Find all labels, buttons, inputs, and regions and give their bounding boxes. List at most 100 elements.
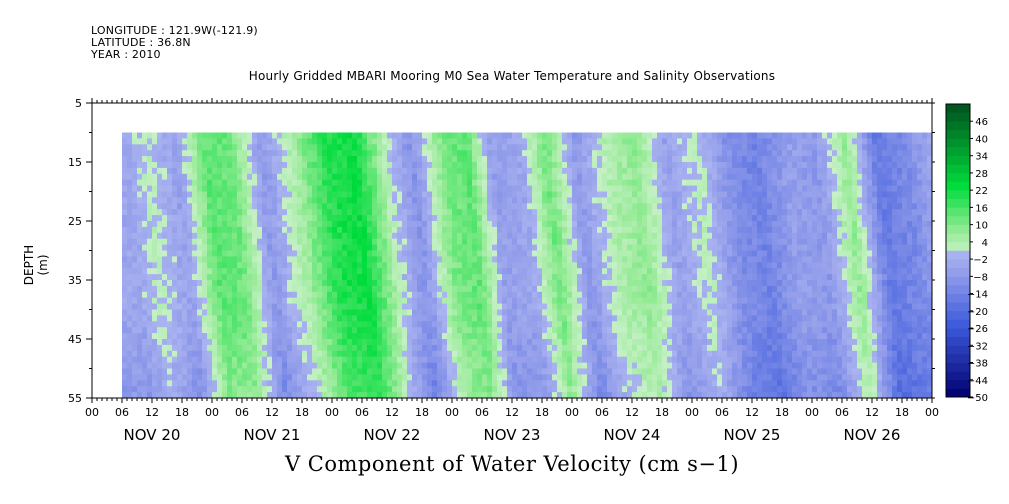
heatmap-cell <box>352 297 358 304</box>
heatmap-cell <box>237 256 243 263</box>
heatmap-cell <box>487 221 493 228</box>
heatmap-cell <box>252 226 258 234</box>
heatmap-cell <box>522 285 528 293</box>
heatmap-cell <box>352 150 358 157</box>
heatmap-cell <box>502 162 508 169</box>
heatmap-cell <box>342 156 348 163</box>
heatmap-cell <box>162 221 168 228</box>
heatmap-cell <box>547 209 553 216</box>
heatmap-cell <box>412 392 418 398</box>
heatmap-cell <box>467 374 473 381</box>
heatmap-cell <box>272 144 278 151</box>
heatmap-cell <box>197 191 203 198</box>
heatmap-cell <box>642 315 648 322</box>
heatmap-cell <box>492 321 498 328</box>
heatmap-cell <box>467 132 473 139</box>
heatmap-cell <box>627 238 633 245</box>
heatmap-cell <box>292 339 298 346</box>
heatmap-cell <box>197 221 203 228</box>
heatmap-cell <box>367 362 373 369</box>
heatmap-cell <box>597 291 603 299</box>
heatmap-cell <box>237 179 243 186</box>
heatmap-cell <box>532 309 538 316</box>
heatmap-cell <box>242 156 248 163</box>
heatmap-cell <box>672 221 678 228</box>
heatmap-cell <box>497 374 503 381</box>
heatmap-cell <box>337 209 343 216</box>
heatmap-cell <box>582 274 588 281</box>
heatmap-cell <box>637 339 643 346</box>
heatmap-cell <box>587 327 593 334</box>
heatmap-cell <box>457 244 463 251</box>
heatmap-cell <box>527 368 533 375</box>
heatmap-cell <box>477 232 483 240</box>
heatmap-cell <box>312 392 318 398</box>
heatmap-cell <box>257 333 263 340</box>
heatmap-cell <box>152 333 158 340</box>
heatmap-cell <box>237 344 243 352</box>
heatmap-cell <box>212 344 218 352</box>
heatmap-cell <box>607 244 613 251</box>
heatmap-cell <box>602 362 608 369</box>
heatmap-cell <box>437 262 443 269</box>
heatmap-cell <box>227 226 233 234</box>
heatmap-cell <box>327 350 333 358</box>
heatmap-cell <box>632 344 638 352</box>
heatmap-cell <box>287 215 293 222</box>
heatmap-cell <box>287 138 293 145</box>
heatmap-cell <box>577 344 583 352</box>
heatmap-cell <box>262 185 268 192</box>
heatmap-cell <box>282 268 288 275</box>
heatmap-cell <box>312 315 318 322</box>
heatmap-cell <box>442 339 448 346</box>
heatmap-cell <box>247 226 253 234</box>
heatmap-cell <box>622 262 628 269</box>
heatmap-cell <box>427 132 433 139</box>
heatmap-cell <box>452 262 458 269</box>
heatmap-cell <box>122 297 128 304</box>
heatmap-cell <box>167 285 173 293</box>
heatmap-cell <box>277 333 283 340</box>
heatmap-cell <box>557 226 563 234</box>
heatmap-cell <box>632 285 638 293</box>
heatmap-cell <box>517 173 523 181</box>
heatmap-cell <box>392 138 398 145</box>
heatmap-cell <box>462 268 468 275</box>
heatmap-cell <box>242 256 248 263</box>
heatmap-cell <box>362 156 368 163</box>
heatmap-cell <box>307 185 313 192</box>
heatmap-cell <box>482 162 488 169</box>
heatmap-cell <box>647 339 653 346</box>
heatmap-cell <box>147 303 153 310</box>
heatmap-cell <box>637 173 643 181</box>
heatmap-cell <box>507 203 513 210</box>
heatmap-cell <box>342 297 348 304</box>
heatmap-cell <box>172 132 178 139</box>
heatmap-cell <box>252 215 258 222</box>
heatmap-cell <box>482 173 488 181</box>
heatmap-cell <box>587 167 593 175</box>
heatmap-cell <box>197 339 203 346</box>
heatmap-cell <box>477 209 483 216</box>
heatmap-cell <box>207 221 213 228</box>
heatmap-cell <box>427 291 433 299</box>
heatmap-cell <box>647 244 653 251</box>
heatmap-cell <box>392 244 398 251</box>
heatmap-cell <box>647 374 653 381</box>
heatmap-cell <box>512 356 518 363</box>
heatmap-cell <box>287 191 293 198</box>
heatmap-cell <box>392 197 398 204</box>
heatmap-cell <box>357 150 363 157</box>
heatmap-cell <box>292 191 298 198</box>
heatmap-cell <box>192 309 198 316</box>
heatmap-cell <box>337 333 343 340</box>
heatmap-cell <box>332 350 338 358</box>
heatmap-cell <box>577 356 583 363</box>
heatmap-cell <box>642 197 648 204</box>
heatmap-cell <box>162 339 168 346</box>
heatmap-cell <box>242 291 248 299</box>
heatmap-cell <box>392 268 398 275</box>
heatmap-cell <box>482 327 488 334</box>
heatmap-cell <box>467 291 473 299</box>
heatmap-cell <box>147 244 153 251</box>
